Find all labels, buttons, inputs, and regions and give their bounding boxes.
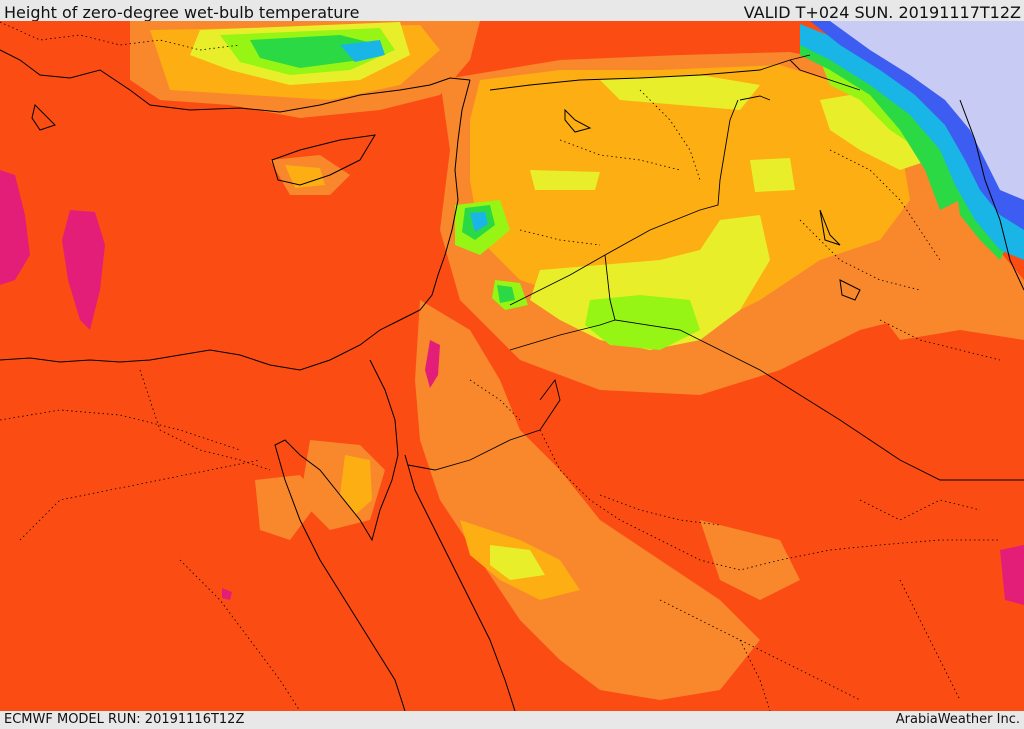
country-borders (407, 54, 1024, 481)
weather-map (0, 21, 1024, 711)
model-run-label: ECMWF MODEL RUN: 20191116T12Z (4, 712, 245, 727)
lavender-contour-regions (830, 21, 1024, 200)
map-footer: ECMWF MODEL RUN: 20191116T12Z ArabiaWeat… (0, 711, 1024, 729)
valid-time-label: VALID T+024 SUN. 20191117T12Z (743, 3, 1021, 22)
wet-bulb-height-map (0, 21, 1024, 711)
map-title: Height of zero-degree wet-bulb temperatu… (4, 3, 360, 22)
coastlines (0, 49, 1024, 711)
map-header: Height of zero-degree wet-bulb temperatu… (0, 0, 1024, 22)
magenta-contour-regions (0, 170, 1024, 605)
credit-label: ArabiaWeather Inc. (895, 712, 1020, 727)
province-boundaries (0, 21, 1001, 711)
cyan-contour-regions (340, 24, 1024, 260)
